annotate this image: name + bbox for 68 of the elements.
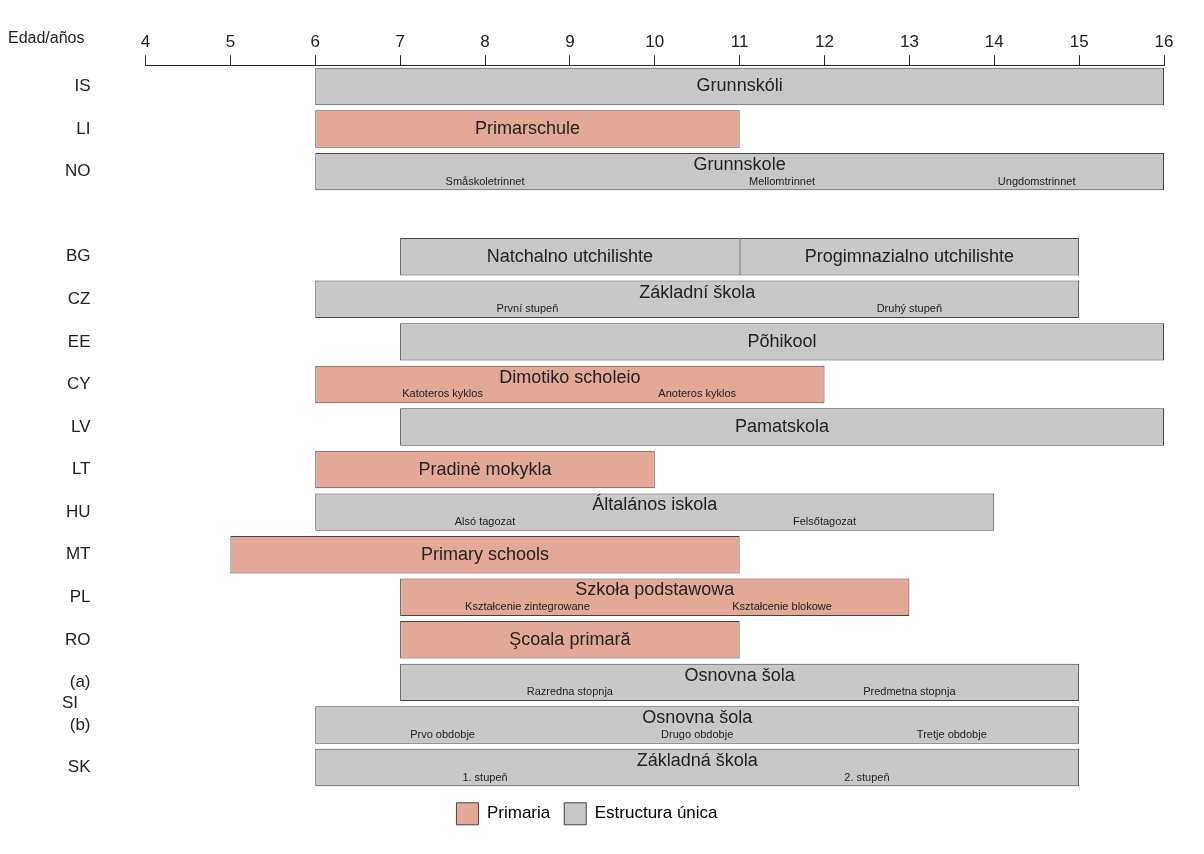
- y-tick-label: RO: [65, 629, 91, 649]
- annotation: Prvo obdobje: [410, 727, 475, 740]
- y-tick-label: LI: [76, 118, 91, 138]
- data-label: Şcoala primară: [509, 628, 632, 649]
- x-tick-label: 12: [815, 31, 834, 51]
- text: SI: [61, 693, 79, 713]
- data-label: Általános iskola: [592, 494, 719, 515]
- y-tick-label: MT: [65, 544, 91, 564]
- y-tick-label: CY: [66, 374, 91, 394]
- y-tick-label: LV: [70, 416, 92, 436]
- y-tick-label: EE: [67, 331, 91, 351]
- data-label: Primary schools: [420, 543, 550, 564]
- y-tick-label: LT: [71, 459, 91, 479]
- annotation: Ungdomstrinnet: [997, 174, 1076, 187]
- y-tick-label: NO: [65, 161, 91, 181]
- data-label: Osnovna šola: [684, 664, 796, 685]
- x-tick-label: 9: [565, 31, 575, 51]
- x-tick-label: 6: [310, 31, 320, 51]
- annotation: Druhý stupeň: [876, 302, 943, 315]
- y-tick-label: CZ: [67, 288, 91, 308]
- data-label: Pamatskola: [735, 415, 831, 436]
- x-tick-label: 5: [225, 31, 236, 51]
- annotation: Razredna stopnja: [526, 685, 614, 698]
- annotation: 2. stupeň: [844, 770, 890, 783]
- annotation: 1. stupeň: [462, 770, 508, 783]
- x-tick-label: 13: [899, 31, 919, 51]
- x-tick-label: 14: [984, 31, 1004, 51]
- x-tick-label: 8: [480, 31, 490, 51]
- y-tick-label: (a): [69, 672, 91, 692]
- data-label: Základná škola: [636, 749, 759, 770]
- x-tick-label: 4: [140, 31, 151, 51]
- x-tick-label: 11: [730, 31, 749, 51]
- annotation: Predmetna stopnja: [863, 685, 957, 698]
- annotation: Kształcenie zintegrowane: [465, 600, 590, 613]
- data-label: Primarschule: [474, 118, 580, 139]
- x-tick-label: 15: [1069, 31, 1089, 51]
- annotation: Katoteros kyklos: [402, 387, 484, 400]
- annotation: Kształcenie blokowe: [732, 600, 832, 613]
- data-label: Osnovna šola: [642, 707, 754, 728]
- y-tick-label: HU: [65, 501, 91, 521]
- annotation: Felsőtagozat: [793, 515, 856, 528]
- annotation: Drugo obdobje: [661, 727, 734, 740]
- y-tick-label: IS: [74, 76, 91, 96]
- data-label: Dimotiko scholeio: [499, 366, 641, 387]
- legend-label: Primaria: [486, 803, 551, 823]
- legend-label: Estructura única: [594, 803, 719, 823]
- data-label: Grunnskole: [693, 153, 786, 174]
- y-tick-label: (b): [69, 714, 91, 734]
- data-label: Põhikool: [747, 330, 817, 351]
- y-tick-label: BG: [65, 246, 91, 266]
- annotation: Tretje obdobje: [916, 727, 987, 740]
- data-label: Szkoła podstawowa: [575, 579, 736, 600]
- data-label: Grunnskóli: [696, 75, 783, 96]
- annotation: Anoteros kyklos: [658, 387, 737, 400]
- x-tick-label: 16: [1154, 31, 1174, 51]
- y-tick-label: SK: [67, 757, 92, 777]
- annotation: Alsó tagozat: [454, 515, 516, 528]
- data-label: Progimnazialno utchilishte: [804, 245, 1014, 266]
- y-tick-label: PL: [69, 586, 91, 606]
- data-label: Natchalno utchilishte: [486, 245, 653, 266]
- x-tick-label: 10: [645, 31, 665, 51]
- annotation: Mellomtrinnet: [749, 174, 816, 187]
- data-label: Základní škola: [639, 281, 757, 302]
- data-label: Pradinė mokykla: [418, 458, 553, 479]
- annotation: První stupeň: [496, 302, 559, 315]
- x-axis-title: Edad/años: [8, 29, 85, 47]
- x-tick-label: 7: [395, 31, 405, 51]
- annotation: Småskoletrinnet: [445, 174, 525, 187]
